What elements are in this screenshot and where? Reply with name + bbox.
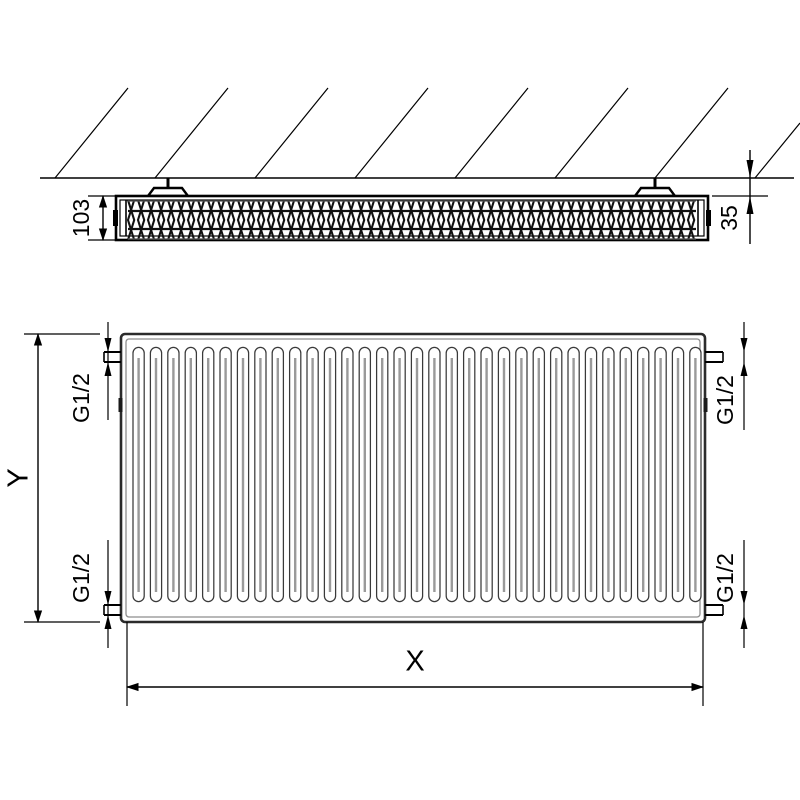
height-dimension-label: Y bbox=[3, 468, 35, 487]
dimension-thread-bottom-right: G1/2 bbox=[712, 540, 748, 648]
thread-label-top-left: G1/2 bbox=[68, 373, 94, 423]
width-dimension-label: X bbox=[405, 646, 424, 678]
wall-hatching bbox=[40, 87, 800, 179]
wall-bracket-left bbox=[145, 178, 191, 198]
front-elevation-view: G1/2 G1/2 G1/2 G1/2 bbox=[3, 322, 748, 706]
connection-port-top-left bbox=[103, 351, 121, 363]
connection-port-bottom-left bbox=[103, 604, 121, 616]
convector-fin-pack-section bbox=[126, 198, 696, 242]
dimension-width-x: X bbox=[125, 622, 705, 706]
thread-label-bottom-left: G1/2 bbox=[68, 553, 94, 603]
dimension-thread-top-left: G1/2 bbox=[68, 322, 112, 423]
depth-dimension-label: 103 bbox=[68, 199, 94, 237]
connection-port-bottom-right bbox=[705, 604, 724, 616]
wall-bracket-right bbox=[632, 178, 678, 198]
dimension-thread-top-right: G1/2 bbox=[712, 322, 748, 430]
side-section-view: 103 35 bbox=[40, 87, 800, 244]
thread-label-top-right: G1/2 bbox=[712, 375, 738, 425]
dimension-thread-bottom-left: G1/2 bbox=[68, 540, 112, 648]
connection-port-top-right bbox=[705, 351, 724, 363]
thread-label-bottom-right: G1/2 bbox=[712, 553, 738, 603]
dimension-height-y: Y bbox=[3, 332, 100, 624]
wall-gap-dimension-label: 35 bbox=[716, 205, 742, 231]
dimension-wall-gap-35: 35 bbox=[712, 150, 768, 244]
dimension-depth-103: 103 bbox=[68, 194, 120, 242]
